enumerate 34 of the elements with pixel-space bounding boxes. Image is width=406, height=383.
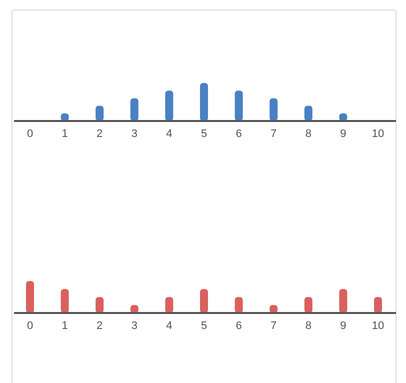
- bar: [130, 98, 138, 121]
- bar: [60, 289, 69, 313]
- x-tick-label: 4: [166, 320, 172, 332]
- x-tick-label: 8: [305, 320, 312, 332]
- x-tick-label: 7: [270, 128, 277, 140]
- x-tick-label: 9: [340, 128, 346, 140]
- bar: [374, 297, 382, 313]
- x-tick-label: 5: [200, 128, 208, 140]
- bar: [200, 83, 208, 121]
- bar: [200, 289, 208, 313]
- x-tick-label: 5: [200, 320, 208, 332]
- bar: [339, 289, 348, 313]
- bar: [96, 297, 104, 313]
- x-tick-label: 0: [26, 320, 34, 332]
- bar: [270, 98, 278, 121]
- x-tick-label: 0: [26, 128, 34, 140]
- bar: [234, 90, 243, 121]
- x-tick-label: 1: [62, 320, 68, 332]
- x-tick-label: 3: [131, 320, 138, 332]
- x-tick-label: 3: [131, 128, 138, 140]
- bar: [304, 297, 312, 313]
- x-tick-label: 6: [236, 128, 242, 140]
- x-tick-label: 6: [236, 320, 242, 332]
- x-tick-label: 10: [372, 128, 384, 140]
- x-tick-label: 8: [305, 128, 312, 140]
- bar: [165, 90, 174, 121]
- x-tick-label: 10: [372, 320, 384, 332]
- x-tick-label: 2: [96, 320, 103, 332]
- x-tick-label: 2: [96, 128, 103, 140]
- x-tick-label: 1: [62, 128, 68, 140]
- x-tick-label: 9: [340, 320, 346, 332]
- x-tick-label: 4: [166, 128, 172, 140]
- x-tick-label: 7: [270, 320, 277, 332]
- bar: [26, 281, 34, 313]
